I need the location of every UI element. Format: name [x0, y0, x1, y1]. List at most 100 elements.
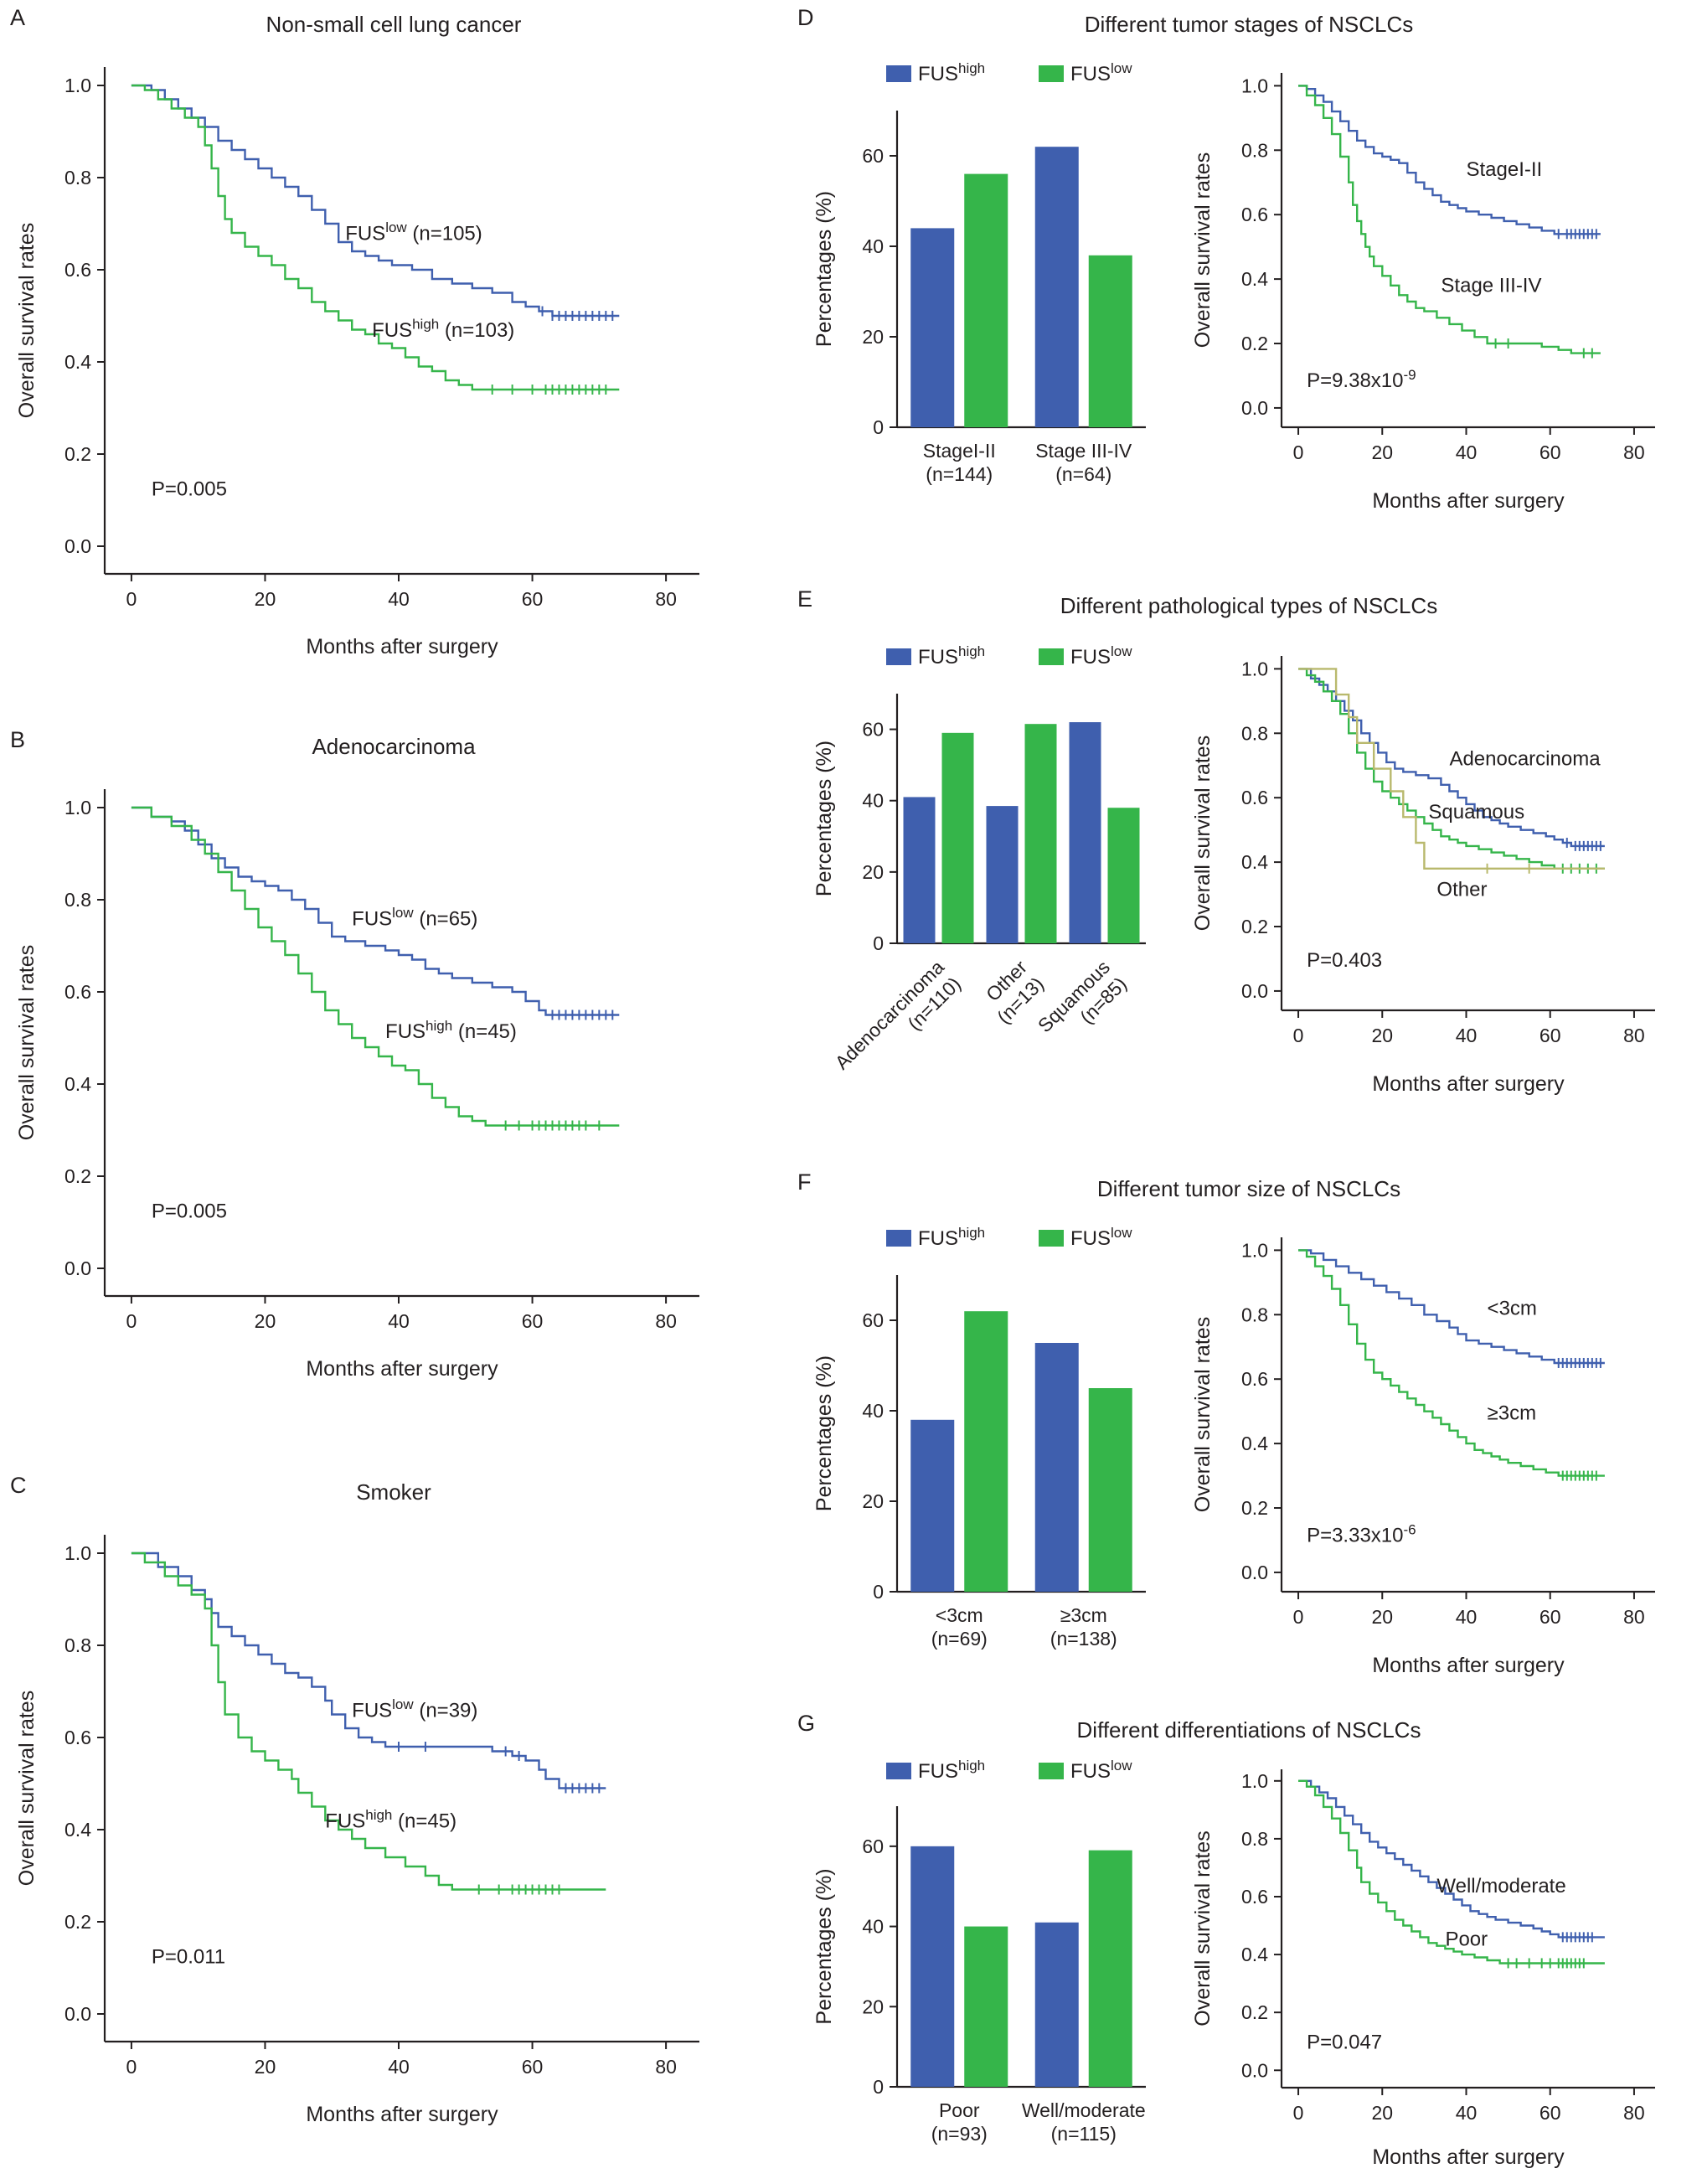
svg-text:0.8: 0.8	[1241, 1828, 1268, 1850]
svg-text:60: 60	[522, 588, 544, 610]
svg-text:<3cm: <3cm	[936, 1604, 983, 1626]
svg-text:40: 40	[862, 235, 884, 257]
svg-text:80: 80	[1623, 441, 1645, 463]
svg-text:0.6: 0.6	[64, 1727, 91, 1748]
svg-text:0.6: 0.6	[1241, 787, 1268, 808]
km-chart-differentiation: 0 20 40 60 80 0.0 0.2 0.4 0.6 0.8 1.0 Months after …	[1191, 1769, 1655, 2169]
svg-text:Squamous: Squamous	[1428, 801, 1524, 824]
svg-text:0.4: 0.4	[64, 1819, 91, 1841]
svg-text:StageI-II: StageI-II	[1466, 158, 1542, 181]
svg-text:0.8: 0.8	[1241, 722, 1268, 744]
panel-c: C Smoker 0 20 40 60 80 0.0 0.2 0.4 0.6 0.8 1.0 Mont…	[8, 1473, 779, 2151]
svg-text:Well/moderate: Well/moderate	[1022, 2099, 1146, 2121]
svg-text:<3cm: <3cm	[1488, 1297, 1537, 1319]
svg-text:FUShigh: FUShigh	[918, 60, 985, 85]
svg-text:Months after surgery: Months after surgery	[1372, 1654, 1565, 1677]
svg-text:1.0: 1.0	[1241, 1239, 1268, 1261]
panel-letter-d: D	[797, 5, 814, 30]
svg-text:60: 60	[522, 1310, 544, 1332]
svg-text:P=3.33x10-6: P=3.33x10-6	[1307, 1521, 1416, 1546]
svg-text:80: 80	[655, 1310, 677, 1332]
svg-text:60: 60	[862, 145, 884, 167]
bar-chart-tumor-size: 0 20 40 60 Percentages (%) <3cm(n=69) ≥3cm(n=1…	[812, 1225, 1146, 1650]
panel-letter-c: C	[10, 1473, 27, 1498]
svg-text:Months after surgery: Months after surgery	[1372, 489, 1565, 513]
bar-chart-differentiation: 0 20 40 60 Percentages (%) Poor(n=93) Well/mod…	[812, 1758, 1146, 2145]
svg-text:60: 60	[862, 1835, 884, 1857]
svg-text:20: 20	[862, 1490, 884, 1512]
svg-text:(n=115): (n=115)	[1051, 2123, 1117, 2145]
svg-text:FUSlow (n=105): FUSlow (n=105)	[345, 219, 482, 245]
svg-text:Months after surgery: Months after surgery	[1372, 2145, 1565, 2169]
svg-text:0: 0	[1293, 1606, 1304, 1628]
svg-text:(n=69): (n=69)	[931, 1628, 988, 1650]
panel-letter-e: E	[797, 586, 813, 612]
panel-a: A Non-small cell lung cancer 0 20 40 60 80 0.…	[8, 5, 779, 684]
svg-text:60: 60	[1540, 2102, 1561, 2124]
svg-text:20: 20	[255, 588, 276, 610]
svg-text:40: 40	[388, 588, 410, 610]
svg-text:0.0: 0.0	[1241, 2059, 1268, 2081]
panel-title-d: Different tumor stages of NSCLCs	[1084, 12, 1414, 37]
svg-text:0: 0	[873, 1581, 884, 1603]
svg-text:Percentages (%): Percentages (%)	[812, 1868, 836, 2024]
km-chart-nsclc: 0 20 40 60 80 0.0 0.2 0.4 0.6 0.8 1.0 Months after …	[15, 67, 699, 658]
svg-text:60: 60	[862, 1309, 884, 1331]
svg-text:0.8: 0.8	[64, 889, 91, 911]
svg-text:P=0.403: P=0.403	[1307, 949, 1382, 972]
svg-text:20: 20	[862, 326, 884, 348]
svg-text:60: 60	[522, 2056, 544, 2078]
svg-text:Stage III-IV: Stage III-IV	[1035, 440, 1132, 462]
svg-text:20: 20	[1371, 2102, 1393, 2124]
svg-text:80: 80	[1623, 2102, 1645, 2124]
svg-text:Months after surgery: Months after surgery	[306, 1357, 498, 1381]
svg-text:P=0.047: P=0.047	[1307, 2031, 1382, 2053]
svg-text:0.4: 0.4	[64, 351, 91, 373]
svg-text:0.0: 0.0	[1241, 397, 1268, 419]
svg-text:0.0: 0.0	[1241, 980, 1268, 1002]
svg-text:Months after surgery: Months after surgery	[1372, 1072, 1565, 1096]
panel-title-b: Adenocarcinoma	[312, 734, 476, 759]
svg-text:P=9.38x10-9: P=9.38x10-9	[1307, 367, 1416, 392]
svg-text:Other: Other	[1436, 878, 1487, 901]
svg-text:60: 60	[1540, 1606, 1561, 1628]
svg-text:Percentages (%): Percentages (%)	[812, 1355, 836, 1511]
svg-text:Months after surgery: Months after surgery	[306, 635, 498, 658]
svg-text:0.0: 0.0	[64, 1257, 91, 1279]
svg-text:0.8: 0.8	[64, 1634, 91, 1656]
svg-text:40: 40	[1456, 2102, 1478, 2124]
svg-text:20: 20	[1371, 441, 1393, 463]
panel-title-e: Different pathological types of NSCLCs	[1060, 593, 1438, 618]
svg-text:0.0: 0.0	[64, 535, 91, 557]
svg-text:0.4: 0.4	[1241, 851, 1268, 873]
svg-text:(n=138): (n=138)	[1050, 1628, 1117, 1650]
svg-text:P=0.005: P=0.005	[152, 478, 227, 501]
svg-text:Adenocarcinoma: Adenocarcinoma	[1449, 748, 1601, 771]
svg-text:(n=64): (n=64)	[1055, 463, 1111, 485]
panel-e: E Different pathological types of NSCLCs…	[796, 586, 1702, 1169]
panel-letter-a: A	[10, 5, 26, 30]
svg-text:0.2: 0.2	[64, 1911, 91, 1933]
svg-text:Overall survival rates: Overall survival rates	[15, 945, 39, 1140]
svg-text:(n=144): (n=144)	[926, 463, 993, 485]
svg-text:Overall survival rates: Overall survival rates	[15, 223, 39, 418]
svg-text:0.6: 0.6	[1241, 204, 1268, 225]
svg-text:0: 0	[873, 416, 884, 438]
svg-text:Well/moderate: Well/moderate	[1436, 1875, 1565, 1897]
svg-text:0.6: 0.6	[1241, 1886, 1268, 1908]
svg-text:StageI-II: StageI-II	[923, 440, 996, 462]
svg-text:0.4: 0.4	[64, 1073, 91, 1095]
km-chart-smoker: 0 20 40 60 80 0.0 0.2 0.4 0.6 0.8 1.0 Months after …	[15, 1535, 699, 2126]
svg-text:0.0: 0.0	[1241, 1562, 1268, 1583]
svg-text:P=0.005: P=0.005	[152, 1200, 227, 1223]
svg-text:20: 20	[255, 2056, 276, 2078]
svg-text:40: 40	[1456, 1025, 1478, 1046]
svg-text:0.4: 0.4	[1241, 1433, 1268, 1454]
svg-text:FUShigh: FUShigh	[918, 643, 985, 669]
svg-text:0.2: 0.2	[1241, 916, 1268, 937]
panel-letter-f: F	[797, 1169, 812, 1195]
panel-b: B Adenocarcinoma 0 20 40 60 80 0.0 0.2 0.4 0.6 0.…	[8, 727, 779, 1406]
svg-text:FUShigh (n=45): FUShigh (n=45)	[325, 1807, 456, 1832]
svg-text:0.2: 0.2	[1241, 2001, 1268, 2023]
